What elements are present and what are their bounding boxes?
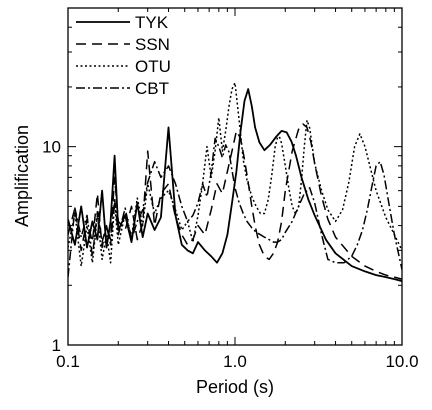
series-line-tyk bbox=[68, 88, 402, 282]
x-axis-label: Period (s) bbox=[196, 377, 274, 397]
legend-label-cbt: CBT bbox=[135, 79, 169, 98]
series-line-cbt bbox=[68, 137, 402, 278]
series-line-otu bbox=[68, 81, 402, 267]
y-tick-label: 1 bbox=[52, 336, 61, 355]
legend-label-ssn: SSN bbox=[135, 35, 170, 54]
legend: TYK SSN OTU CBT bbox=[76, 13, 171, 98]
x-tick-label: 0.1 bbox=[56, 352, 80, 371]
series-layer bbox=[68, 81, 402, 282]
legend-label-otu: OTU bbox=[135, 57, 171, 76]
legend-label-tyk: TYK bbox=[135, 13, 169, 32]
y-axis-label: Amplification bbox=[12, 125, 32, 227]
y-tick-label: 10 bbox=[42, 138, 61, 157]
y-tick-labels: 1 10 bbox=[42, 138, 61, 355]
tick-marks bbox=[67, 7, 403, 346]
x-tick-label: 1.0 bbox=[223, 352, 247, 371]
x-tick-labels: 0.1 1.0 10.0 bbox=[56, 352, 418, 371]
x-tick-label: 10.0 bbox=[385, 352, 418, 371]
